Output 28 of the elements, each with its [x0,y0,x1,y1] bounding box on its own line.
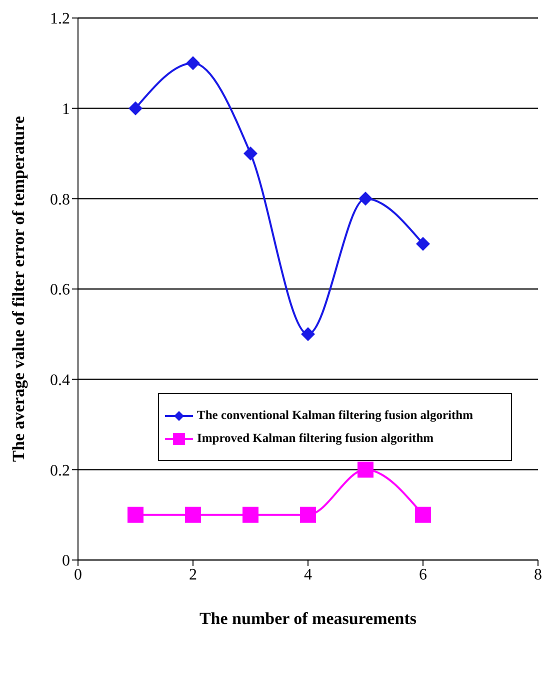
x-tick-label: 6 [419,566,427,584]
point [185,506,201,523]
point [128,506,144,523]
point [300,506,316,523]
point [358,462,374,478]
x-tick-label: 4 [304,566,312,584]
y-tick-label: 0.8 [50,191,70,208]
x-tick-label: 8 [534,566,542,584]
y-tick-label: 1.2 [50,10,70,28]
y-tick-label: 0 [62,552,70,570]
point [301,327,315,342]
y-tick-label: 0.6 [50,282,70,299]
x-tick-label: 2 [189,566,197,584]
y-axis-title: The average value of filter error of temperature [9,116,28,462]
y-tick-label: 1 [62,101,70,118]
point [128,101,142,116]
x-tick-label: 0 [74,566,82,584]
legend-label: The conventional Kalman filtering fusion algorithm [197,408,474,423]
x-axis-title: The number of measurements [199,609,417,628]
point [186,56,200,70]
y-tick-label: 0.2 [50,462,70,480]
legend-label: Improved Kalman filtering fusion algorithm [197,431,434,446]
point [415,506,431,523]
point [242,506,258,523]
point [244,146,258,160]
point [358,192,372,206]
point [416,236,430,251]
y-tick-label: 0.4 [50,372,70,390]
